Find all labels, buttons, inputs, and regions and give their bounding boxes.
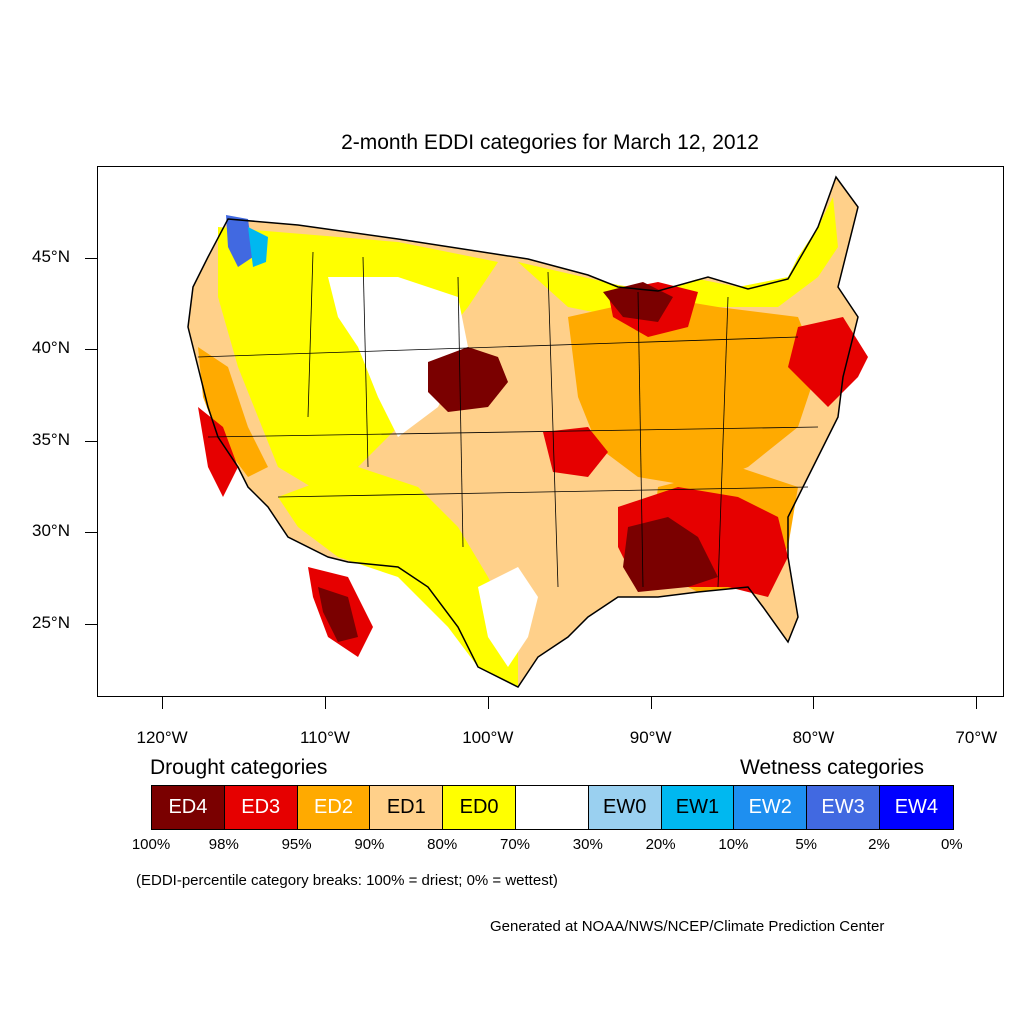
legend-cell: ED2	[297, 786, 371, 829]
legend-cell: EW1	[661, 786, 735, 829]
state-lines	[197, 251, 819, 588]
lon-label: 120°W	[136, 728, 188, 747]
legend-break: 20%	[645, 836, 676, 853]
credit-line: Generated at NOAA/NWS/NCEP/Climate Predi…	[490, 918, 885, 935]
category-note: (EDDI-percentile category breaks: 100% =…	[136, 872, 558, 889]
lon-tick	[976, 697, 978, 709]
legend-cell: EW4	[879, 786, 953, 829]
legend-cell: ED4	[152, 786, 225, 829]
legend-break: 100%	[131, 836, 171, 853]
lat-tick	[85, 440, 97, 442]
lon-tick	[813, 697, 815, 709]
conus-outline	[187, 175, 859, 688]
drought-heading: Drought categories	[150, 756, 328, 779]
neutral-texas	[478, 567, 538, 667]
ed2-west-coast	[198, 347, 268, 477]
lon-tick	[650, 697, 652, 709]
category-legend: ED4 ED3 ED2 ED1 ED0 EW0 EW1 EW2 EW3 EW4	[151, 785, 954, 830]
legend-break: 2%	[868, 836, 890, 853]
lat-label: 25°N	[32, 612, 70, 632]
map-title: 2-month EDDI categories for March 12, 20…	[341, 131, 759, 154]
lat-label: 30°N	[32, 521, 70, 541]
legend-break: 90%	[354, 836, 385, 853]
ed0-southwest	[278, 467, 518, 687]
legend-break: 5%	[795, 836, 818, 853]
legend-cell: EW2	[734, 786, 808, 829]
lat-tick	[85, 349, 97, 351]
ew1-pacific-northwest	[248, 227, 268, 267]
lat-tick	[85, 623, 97, 625]
lon-label: 80°W	[792, 728, 835, 747]
lat-label: 35°N	[32, 429, 70, 449]
ed3-kansas	[543, 427, 608, 477]
ed4-deep-south	[623, 517, 718, 592]
lat-label: 40°N	[32, 338, 70, 358]
lon-label: 90°W	[629, 728, 672, 747]
lat-label: 45°N	[32, 246, 70, 266]
legend-break: 80%	[427, 836, 458, 853]
lon-label: 110°W	[299, 728, 350, 747]
ed3-northeast	[788, 317, 868, 407]
ed4-nebraska	[428, 347, 508, 412]
ed2-central	[568, 297, 818, 487]
eddi-map	[97, 166, 1004, 697]
legend-cell: EW0	[588, 786, 662, 829]
lon-tick	[487, 697, 489, 709]
lat-tick	[85, 257, 97, 259]
legend-break: 0%	[940, 836, 963, 853]
legend-break: 30%	[572, 836, 603, 853]
wetness-heading: Wetness categories	[740, 756, 925, 779]
lon-label: 70°W	[955, 728, 998, 747]
legend-break: 95%	[281, 836, 312, 853]
legend-cell	[515, 786, 589, 829]
lon-tick	[324, 697, 326, 709]
legend-break: 10%	[718, 836, 749, 853]
map-canvas	[187, 175, 868, 688]
legend-break: 70%	[499, 836, 531, 853]
legend-cell: ED0	[443, 786, 516, 829]
ew-pacific-northwest	[226, 215, 253, 267]
ed3-california	[198, 407, 238, 497]
ed4-baja	[318, 587, 358, 642]
legend-break: 98%	[208, 836, 239, 853]
legend-cell: EW3	[807, 786, 880, 829]
lon-tick	[162, 697, 164, 709]
lon-label: 100°W	[462, 728, 514, 747]
legend-cell: ED3	[224, 786, 298, 829]
lat-tick	[85, 532, 97, 534]
legend-cell: ED1	[370, 786, 444, 829]
